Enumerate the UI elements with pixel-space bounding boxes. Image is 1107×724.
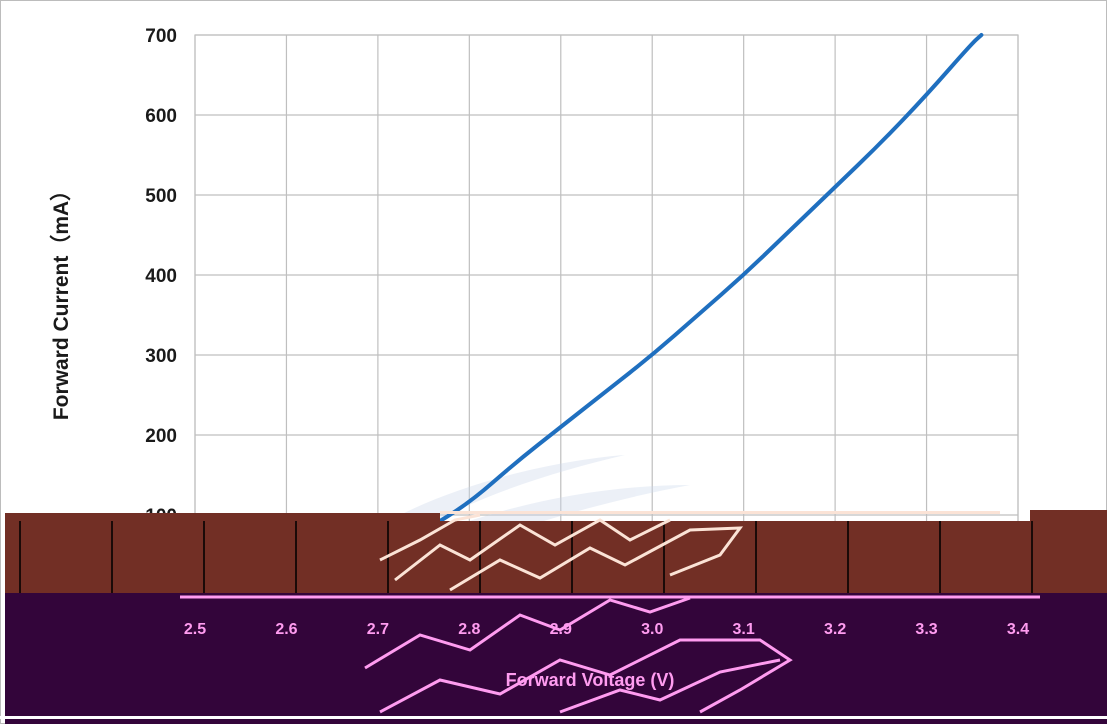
x-tick-label: 2.9 [550,621,572,638]
corruption-band-brown [5,510,1107,593]
y-tick-label: 400 [145,266,177,287]
y-tick-label: 600 [145,106,177,127]
y-tick-label: 200 [145,426,177,447]
corruption-band-purple [0,593,1107,724]
y-tick-labels: 100200300400500600700 [145,26,177,527]
x-tick-label: 2.8 [458,621,480,638]
x-tick-label: 3.4 [1007,621,1029,638]
x-tick-label: 3.0 [641,621,663,638]
x-tick-label: 2.7 [367,621,389,638]
y-axis-label: Forward Current（mA） [49,180,73,420]
y-tick-label: 300 [145,346,177,367]
x-tick-label: 3.3 [915,621,937,638]
x-tick-label: 2.5 [184,621,206,638]
x-tick-labels: 2.5 2.6 2.7 2.8 2.9 3.0 3.1 3.2 3.3 3.4 [184,621,1029,638]
y-tick-label: 700 [145,26,177,47]
x-axis-label: Forward Voltage (V) [506,670,675,690]
x-tick-label: 3.2 [824,621,846,638]
grid-lines [194,34,1019,596]
y-tick-label: 500 [145,186,177,207]
x-tick-label: 3.1 [733,621,755,638]
x-tick-label: 2.6 [275,621,297,638]
